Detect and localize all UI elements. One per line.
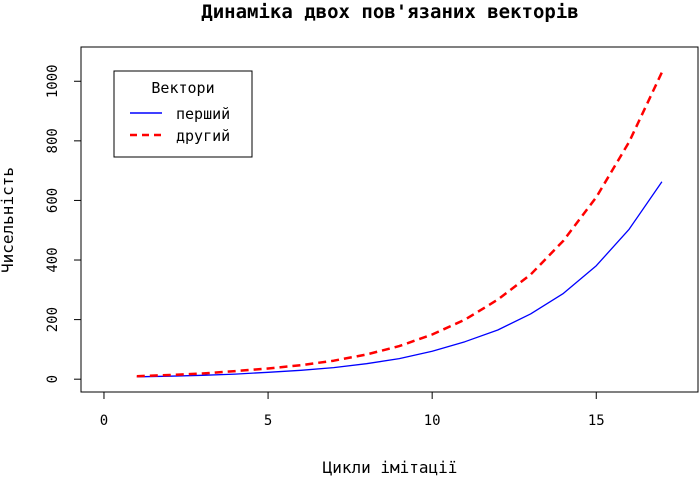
legend-label-first: перший: [176, 105, 230, 123]
legend: Вектори перший другий: [113, 70, 253, 158]
y-tick-label: 0: [45, 375, 61, 383]
series-layer: [136, 71, 664, 378]
legend-title: Вектори: [151, 79, 214, 97]
x-tick-label: 5: [264, 413, 272, 429]
y-tick-label: 200: [45, 307, 61, 332]
x-tick-label: 15: [588, 413, 605, 429]
y-tick-label: 1000: [45, 64, 61, 98]
y-axis-title: Чисельність: [0, 167, 17, 273]
x-axis-title: Цикли імітації: [323, 458, 458, 477]
legend-label-second: другий: [176, 127, 230, 145]
x-axis: 0 5 10 15: [100, 392, 605, 429]
x-tick-label: 10: [424, 413, 441, 429]
legend-box: [113, 70, 253, 158]
y-tick-label: 400: [45, 247, 61, 272]
y-tick-label: 800: [45, 128, 61, 153]
x-tick-label: 0: [100, 413, 108, 429]
chart-title: Динаміка двох пов'язаних векторів: [201, 1, 579, 23]
series-line-second: [136, 71, 664, 378]
series-line-first: [136, 181, 663, 378]
y-tick-label: 600: [45, 188, 61, 213]
plot-frame: [80, 46, 699, 393]
y-axis: 0 200 400 600 800 1000: [45, 64, 81, 383]
